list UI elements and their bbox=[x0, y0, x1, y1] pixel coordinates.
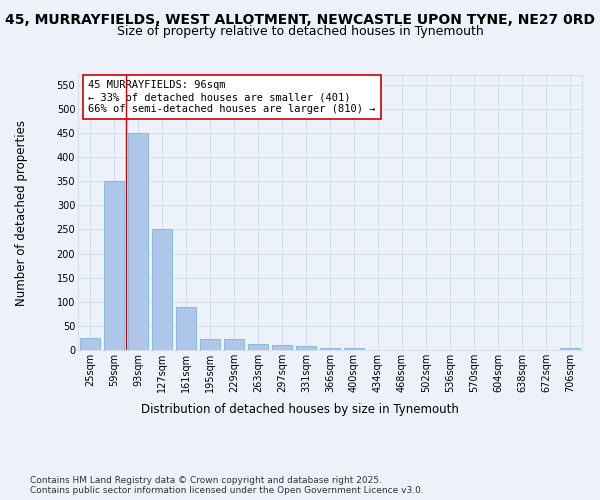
Bar bbox=[320, 348, 340, 350]
Bar bbox=[560, 348, 580, 350]
Text: Contains HM Land Registry data © Crown copyright and database right 2025.
Contai: Contains HM Land Registry data © Crown c… bbox=[30, 476, 424, 495]
Bar bbox=[272, 345, 292, 350]
Bar bbox=[200, 340, 220, 350]
Text: Size of property relative to detached houses in Tynemouth: Size of property relative to detached ho… bbox=[116, 25, 484, 38]
Bar bbox=[176, 306, 196, 350]
Bar bbox=[152, 230, 172, 350]
Bar bbox=[296, 346, 316, 350]
Text: Distribution of detached houses by size in Tynemouth: Distribution of detached houses by size … bbox=[141, 402, 459, 415]
Text: 45, MURRAYFIELDS, WEST ALLOTMENT, NEWCASTLE UPON TYNE, NE27 0RD: 45, MURRAYFIELDS, WEST ALLOTMENT, NEWCAS… bbox=[5, 12, 595, 26]
Y-axis label: Number of detached properties: Number of detached properties bbox=[14, 120, 28, 306]
Bar bbox=[104, 181, 124, 350]
Bar bbox=[80, 338, 100, 350]
Bar bbox=[248, 344, 268, 350]
Bar bbox=[128, 133, 148, 350]
Text: 45 MURRAYFIELDS: 96sqm
← 33% of detached houses are smaller (401)
66% of semi-de: 45 MURRAYFIELDS: 96sqm ← 33% of detached… bbox=[88, 80, 376, 114]
Bar bbox=[344, 348, 364, 350]
Bar bbox=[224, 340, 244, 350]
